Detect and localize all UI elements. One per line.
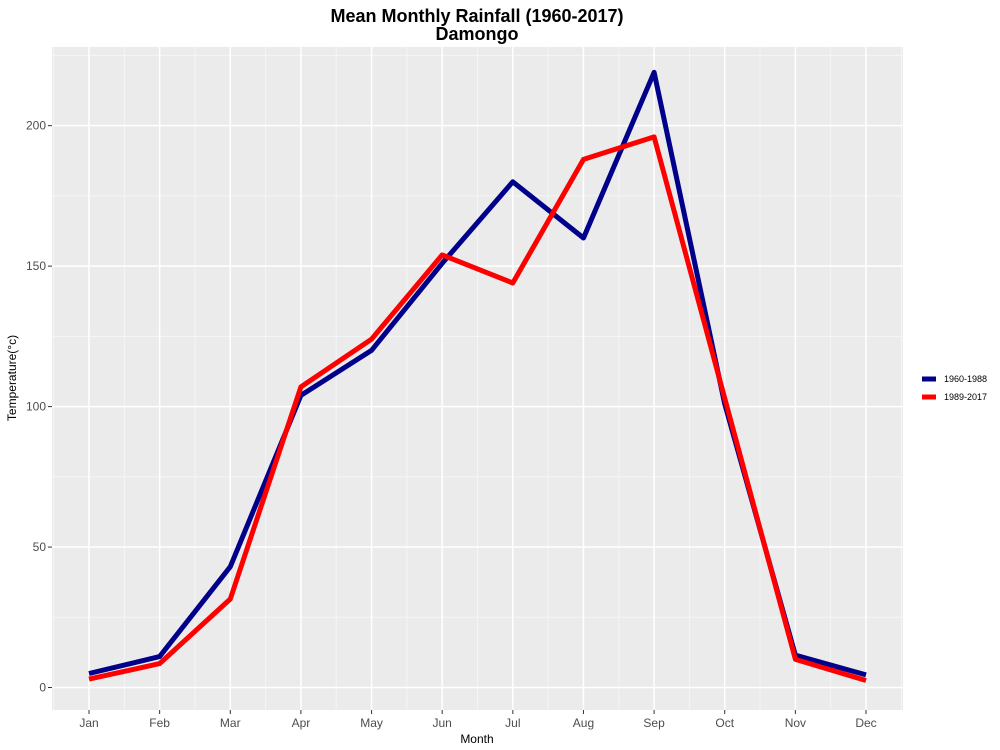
legend-label: 1989-2017: [944, 392, 987, 402]
x-tick-label: Jun: [433, 716, 452, 730]
x-tick-label: Aug: [573, 716, 594, 730]
x-tick-label: Oct: [715, 716, 734, 730]
legend: 1960-1988 1989-2017: [922, 374, 987, 402]
x-tick-label: Jan: [79, 716, 98, 730]
legend-label: 1960-1988: [944, 374, 987, 384]
chart-title: Mean Monthly Rainfall (1960-2017): [330, 6, 623, 26]
minor-gridlines: [52, 47, 903, 710]
series-line-2: [88, 134, 867, 683]
y-tick-label: 200: [26, 119, 46, 133]
y-axis: 0 50 100 150 200: [26, 119, 52, 695]
x-tick-label: Jul: [505, 716, 520, 730]
chart-subtitle: Damongo: [436, 24, 519, 44]
x-axis: Jan Feb Mar Apr May Jun Jul Aug Sep Oct Nov Dec: [79, 710, 877, 730]
y-tick-label: 50: [33, 540, 47, 554]
series-lines: [88, 69, 867, 683]
x-tick-label: Mar: [220, 716, 241, 730]
y-tick-label: 0: [39, 681, 46, 695]
y-tick-label: 150: [26, 259, 46, 273]
y-tick-label: 100: [26, 400, 46, 414]
x-tick-label: Sep: [643, 716, 665, 730]
x-tick-label: May: [360, 716, 383, 730]
x-tick-label: Dec: [855, 716, 876, 730]
x-axis-title: Month: [460, 732, 493, 746]
y-axis-title: Temperature(°c): [5, 335, 19, 421]
x-tick-label: Feb: [149, 716, 170, 730]
x-tick-label: Nov: [785, 716, 806, 730]
x-tick-label: Apr: [292, 716, 311, 730]
